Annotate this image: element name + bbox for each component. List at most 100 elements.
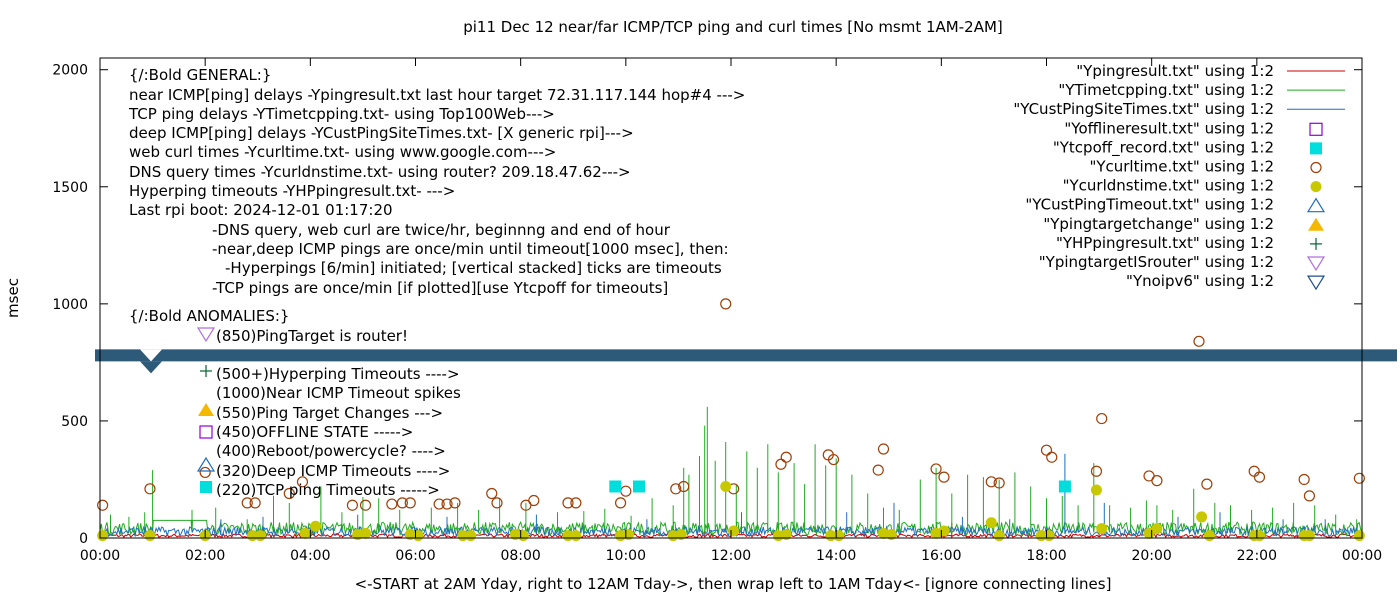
- legend-marker: [1308, 217, 1324, 231]
- annotation-line: web curl times -Ycurltime.txt- using www…: [129, 143, 556, 161]
- y-tick-label: 1000: [52, 297, 88, 313]
- curl-time-point: [199, 466, 211, 479]
- curl-time-point: [97, 499, 109, 511]
- curl-time-point: [249, 497, 261, 509]
- y-axis-label: msec: [4, 278, 22, 318]
- legend: "Ypingresult.txt" using 1:2"YTimetcpping…: [1013, 62, 1345, 291]
- curl-time-point: [985, 476, 997, 488]
- legend-label: "Ynoipv6" using 1:2: [1126, 272, 1274, 290]
- curl-time-point: [283, 487, 295, 500]
- dns-time-point: [517, 530, 529, 542]
- curl-time-point: [491, 497, 503, 509]
- x-tick-label: 22:00: [1237, 548, 1277, 564]
- annotation-line: (550)Ping Target Changes --->: [216, 404, 443, 422]
- curl-time-point: [1298, 473, 1310, 486]
- curl-time-point: [1303, 490, 1316, 502]
- curl-time-point: [614, 497, 627, 509]
- annotation-line: (220)TCP ping Timeouts ----->: [216, 481, 440, 499]
- tcp-timeout-point: [632, 480, 645, 493]
- curl-time-point: [241, 497, 253, 509]
- curl-time-point: [346, 499, 358, 511]
- x-tick-label: 04:00: [290, 548, 330, 564]
- dns-time-point: [97, 530, 109, 542]
- annotation-line: Last rpi boot: 2024-12-01 01:17:20: [129, 201, 393, 219]
- x-tick-label: 12:00: [711, 548, 751, 564]
- curl-time-point: [827, 453, 840, 466]
- dns-time-point: [360, 527, 372, 539]
- annotation-tcp-timeout-marker: [200, 481, 212, 493]
- dns-time-point: [254, 530, 266, 542]
- curl-time-point: [1248, 465, 1260, 477]
- curl-time-point: [1253, 471, 1266, 483]
- dns-time-point: [570, 530, 582, 542]
- dns-time-point: [412, 530, 424, 542]
- curl-time-point: [1353, 472, 1365, 484]
- dns-time-point: [675, 528, 687, 540]
- annotation-line: Hyperping timeouts -YHPpingresult.txt- -…: [129, 182, 455, 200]
- curl-time-point: [528, 494, 540, 507]
- curl-time-point: [1040, 444, 1053, 456]
- dns-time-point: [1090, 484, 1102, 496]
- legend-label: "Ypingtargetchange" using 1:2: [1043, 215, 1274, 233]
- y-tick-label: 2000: [52, 63, 88, 79]
- x-tick-label: 06:00: [395, 548, 435, 564]
- curl-time-point: [296, 476, 309, 488]
- curl-time-point: [386, 498, 398, 510]
- legend-marker: [1306, 275, 1326, 291]
- x-tick-label: 16:00: [921, 548, 961, 564]
- noipv6-band-edge: [140, 361, 162, 374]
- legend-label: "YCustPingSiteTimes.txt" using 1:2: [1013, 100, 1274, 118]
- legend-label: "Ycurltime.txt" using 1:2: [1089, 158, 1274, 176]
- curl-time-point: [720, 298, 732, 310]
- legend-label: "Yofflineresult.txt" using 1:2: [1064, 119, 1274, 137]
- curl-time-point: [396, 497, 408, 509]
- legend-marker: [1309, 122, 1323, 136]
- tcp-timeout-point: [1058, 480, 1071, 493]
- curl-time-point: [1096, 412, 1108, 425]
- annotation-line: near ICMP[ping] delays -Ypingresult.txt …: [129, 86, 745, 104]
- dns-time-point: [780, 528, 792, 540]
- dns-time-point: [299, 527, 311, 539]
- curl-time-point: [1201, 478, 1213, 490]
- annotation-line: (1000)Near ICMP Timeout spikes: [216, 384, 461, 402]
- dns-time-point: [310, 520, 322, 532]
- dns-time-point: [1043, 530, 1055, 542]
- dns-time-point: [985, 517, 997, 529]
- dns-time-point: [993, 530, 1005, 542]
- legend-marker: [1306, 197, 1326, 213]
- chart-title: pi11 Dec 12 near/far ICMP/TCP ping and c…: [463, 18, 1003, 36]
- legend-marker: [1310, 237, 1322, 250]
- annotation-line: (320)Deep ICMP Timeouts ---->: [216, 462, 450, 480]
- dns-time-point: [1303, 530, 1315, 542]
- legend-label: "YpingtargetISrouter" using 1:2: [1039, 253, 1274, 271]
- legend-marker: [1306, 256, 1326, 272]
- curl-time-point: [404, 497, 416, 509]
- x-tick-label: 14:00: [816, 548, 856, 564]
- x-tick-label: 18:00: [1026, 548, 1066, 564]
- annotation-router-marker: [196, 327, 216, 343]
- curl-time-point: [486, 487, 498, 500]
- annotation-line: -DNS query, web curl are twice/hr, begin…: [212, 221, 671, 239]
- annotation-offline-marker: [199, 425, 213, 439]
- x-tick-label: 02:00: [185, 548, 225, 564]
- annotation-line: DNS query times -Ycurldnstime.txt- using…: [129, 163, 631, 181]
- x-axis-label: <-START at 2AM Yday, right to 12AM Tday-…: [355, 575, 1112, 593]
- dns-time-point: [1096, 523, 1108, 535]
- noipv6-band: [95, 349, 1397, 374]
- dns-time-point: [728, 525, 740, 537]
- annotation-hyperping-marker: [200, 365, 212, 377]
- dns-time-point: [833, 530, 845, 542]
- y-tick-label: 0: [79, 531, 88, 547]
- annotation-line: deep ICMP[ping] delays -YCustPingSiteTim…: [129, 124, 634, 142]
- annotation-line: -near,deep ICMP pings are once/min until…: [212, 240, 729, 258]
- curl-time-point: [775, 458, 787, 470]
- x-tick-label: 20:00: [1131, 548, 1171, 564]
- dns-time-point: [144, 530, 156, 542]
- annotation-line: -Hyperpings [6/min] initiated; [vertical…: [225, 259, 722, 277]
- noipv6-band-fill: [95, 349, 1397, 362]
- curl-time-point: [562, 497, 574, 509]
- dns-time-point: [938, 525, 950, 537]
- curl-time-point: [433, 498, 445, 510]
- dns-time-point: [465, 530, 477, 542]
- y-tick-label: 1500: [52, 180, 88, 196]
